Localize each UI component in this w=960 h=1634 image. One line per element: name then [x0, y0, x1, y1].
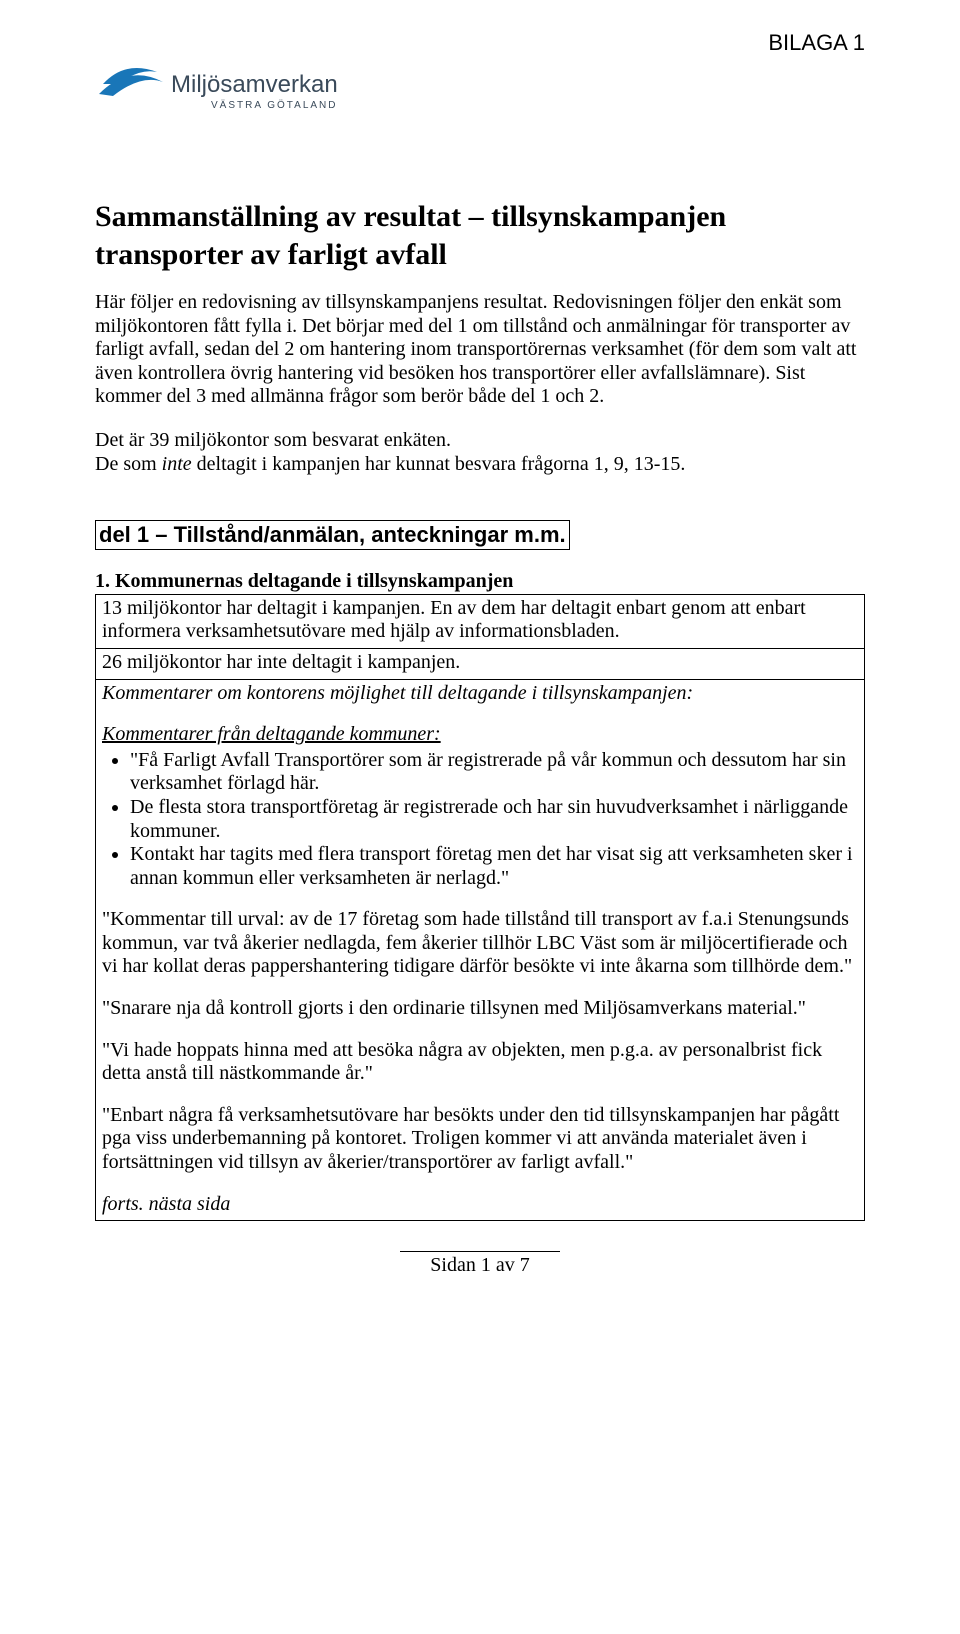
intro-paragraph-1: Här följer en redovisning av tillsynskam…	[95, 291, 865, 409]
header-label: BILAGA 1	[768, 30, 865, 56]
logo-swirl-icon: Miljösamverkan VÄSTRA GÖTALAND	[95, 54, 365, 118]
q1-para-3: "Vi hade hoppats hinna med att besöka nå…	[102, 1039, 858, 1086]
intro-paragraph-2: Det är 39 miljökontor som besvarat enkät…	[95, 429, 865, 476]
q1-para-1: "Kommentar till urval: av de 17 företag …	[102, 908, 858, 979]
intro-p2-pre: De som	[95, 453, 162, 475]
logo-sub-text: VÄSTRA GÖTALAND	[211, 99, 338, 111]
q1-cell3-intro: Kommentarer om kontorens möjlighet till …	[102, 682, 858, 706]
q1-bullet-list: "Få Farligt Avfall Transportörer som är …	[102, 749, 858, 891]
q1-cell-2: 26 miljökontor har inte deltagit i kampa…	[96, 648, 865, 679]
q1-para-4: "Enbart några få verksamhetsutövare har …	[102, 1104, 858, 1175]
q1-cell-3: Kommentarer om kontorens möjlighet till …	[96, 679, 865, 1221]
q1-cell-1: 13 miljökontor har deltagit i kampanjen.…	[96, 594, 865, 648]
q1-title: 1. Kommunernas deltagande i tillsynskamp…	[95, 570, 865, 594]
q1-bullet-3: Kontakt har tagits med flera transport f…	[130, 843, 858, 890]
q1-forts: forts. nästa sida	[102, 1193, 858, 1217]
intro-p2-post: deltagit i kampanjen har kunnat besvara …	[192, 453, 686, 475]
q1-bullet-2: De flesta stora transportföretag är regi…	[130, 796, 858, 843]
document-title: Sammanställning av resultat – tillsynska…	[95, 198, 865, 273]
page-footer: Sidan 1 av 7	[400, 1251, 560, 1277]
q1-para-2: "Snarare nja då kontroll gjorts i den or…	[102, 997, 858, 1021]
q1-bullet-1: "Få Farligt Avfall Transportörer som är …	[130, 749, 858, 796]
q1-cell3-sub-text: Kommentarer från deltagande kommuner:	[102, 723, 441, 745]
q1-cell3-sub: Kommentarer från deltagande kommuner:	[102, 723, 858, 747]
intro-p2-em: inte	[162, 453, 192, 475]
section-1-heading: del 1 – Tillstånd/anmälan, anteckningar …	[95, 520, 570, 550]
document-page: BILAGA 1 Miljösamverkan VÄSTRA GÖTALAND …	[0, 0, 960, 1327]
logo-main-text: Miljösamverkan	[171, 71, 338, 98]
q1-table: 13 miljökontor har deltagit i kampanjen.…	[95, 594, 865, 1221]
logo: Miljösamverkan VÄSTRA GÖTALAND	[95, 54, 865, 118]
intro-p2-line1: Det är 39 miljökontor som besvarat enkät…	[95, 429, 451, 451]
